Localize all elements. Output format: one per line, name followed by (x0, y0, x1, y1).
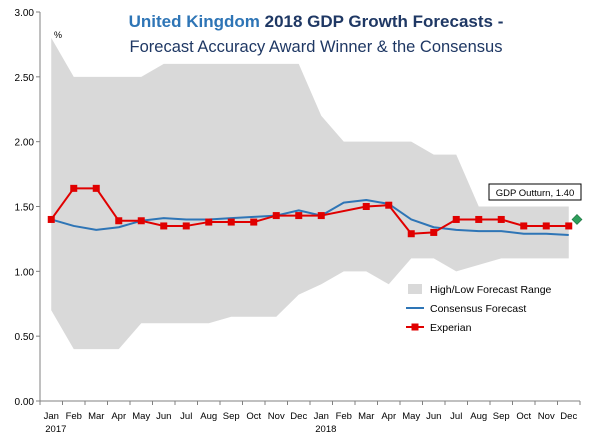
x-tick-label: Oct (516, 411, 531, 422)
legend-label-experian: Experian (430, 322, 472, 334)
experian-point (92, 184, 100, 192)
chart-title-rest: 2018 GDP Growth Forecasts - (264, 12, 504, 31)
y-tick-label: 0.50 (15, 332, 35, 343)
experian-point (430, 228, 438, 236)
x-year-label: 2017 (45, 424, 66, 435)
y-axis-label: % (54, 30, 62, 40)
x-tick-label: Dec (560, 411, 577, 422)
x-tick-label: Dec (290, 411, 307, 422)
chart-title-country: United Kingdom (128, 12, 260, 31)
legend-label-consensus: Consensus Forecast (430, 303, 526, 315)
x-tick-label: May (402, 411, 420, 422)
experian-point (542, 222, 550, 230)
x-tick-label: Feb (336, 411, 352, 422)
x-tick-label: Nov (538, 411, 555, 422)
experian-point (227, 218, 235, 226)
experian-point (47, 215, 55, 223)
x-tick-label: Apr (381, 411, 396, 422)
legend-label-range: High/Low Forecast Range (430, 284, 552, 296)
x-tick-label: May (132, 411, 150, 422)
x-year-label: 2018 (315, 424, 336, 435)
x-tick-label: Sep (493, 411, 510, 422)
experian-point (182, 222, 190, 230)
experian-point (160, 222, 168, 230)
consensus-forecast-line (50, 199, 569, 237)
experian-point (295, 212, 303, 220)
x-tick-label: Nov (268, 411, 285, 422)
y-tick-label: 1.50 (15, 203, 35, 214)
outturn-label: GDP Outturn, 1.40 (496, 188, 575, 199)
experian-point (362, 203, 370, 210)
outturn-label-box (488, 183, 582, 201)
x-tick-label: Jun (426, 411, 441, 422)
x-tick-label: Apr (111, 411, 126, 422)
chart-title: United Kingdom 2018 GDP Growth Forecasts… (40, 12, 592, 32)
experian-point (317, 212, 325, 220)
y-tick-label: 2.50 (15, 73, 35, 84)
x-tick-label: Jan (44, 411, 59, 422)
x-tick-label: Feb (66, 411, 82, 422)
experian-point (385, 201, 393, 209)
experian-point (452, 215, 460, 223)
experian-point (70, 184, 78, 192)
experian-point (250, 218, 258, 226)
experian-point (272, 212, 280, 220)
x-tick-label: Jan (314, 411, 329, 422)
legend-marker-experian (411, 323, 419, 331)
x-tick-label: Aug (200, 411, 217, 422)
x-tick-label: Jul (180, 411, 192, 422)
experian-point (520, 222, 528, 230)
x-tick-label: Sep (223, 411, 240, 422)
x-tick-label: Jul (450, 411, 462, 422)
high-low-range-area (51, 37, 569, 350)
y-tick-label: 3.00 (15, 8, 35, 19)
outturn-marker (571, 214, 583, 225)
experian-point (497, 215, 505, 223)
chart-subtitle: Forecast Accuracy Award Winner & the Con… (129, 38, 503, 56)
y-tick-label: 0.00 (15, 397, 35, 408)
experian-point (137, 217, 145, 225)
experian-point (205, 218, 213, 226)
experian-point (407, 230, 415, 238)
x-tick-label: Aug (470, 411, 487, 422)
x-tick-label: Jun (156, 411, 171, 422)
y-tick-label: 2.00 (15, 138, 35, 149)
x-tick-label: Mar (358, 411, 374, 422)
x-tick-label: Mar (88, 411, 104, 422)
y-tick-label: 1.00 (15, 267, 35, 278)
legend-swatch-range (408, 284, 422, 294)
experian-point (565, 222, 573, 230)
experian-point (115, 217, 123, 225)
x-tick-label: Oct (246, 411, 261, 422)
experian-point (475, 215, 483, 223)
